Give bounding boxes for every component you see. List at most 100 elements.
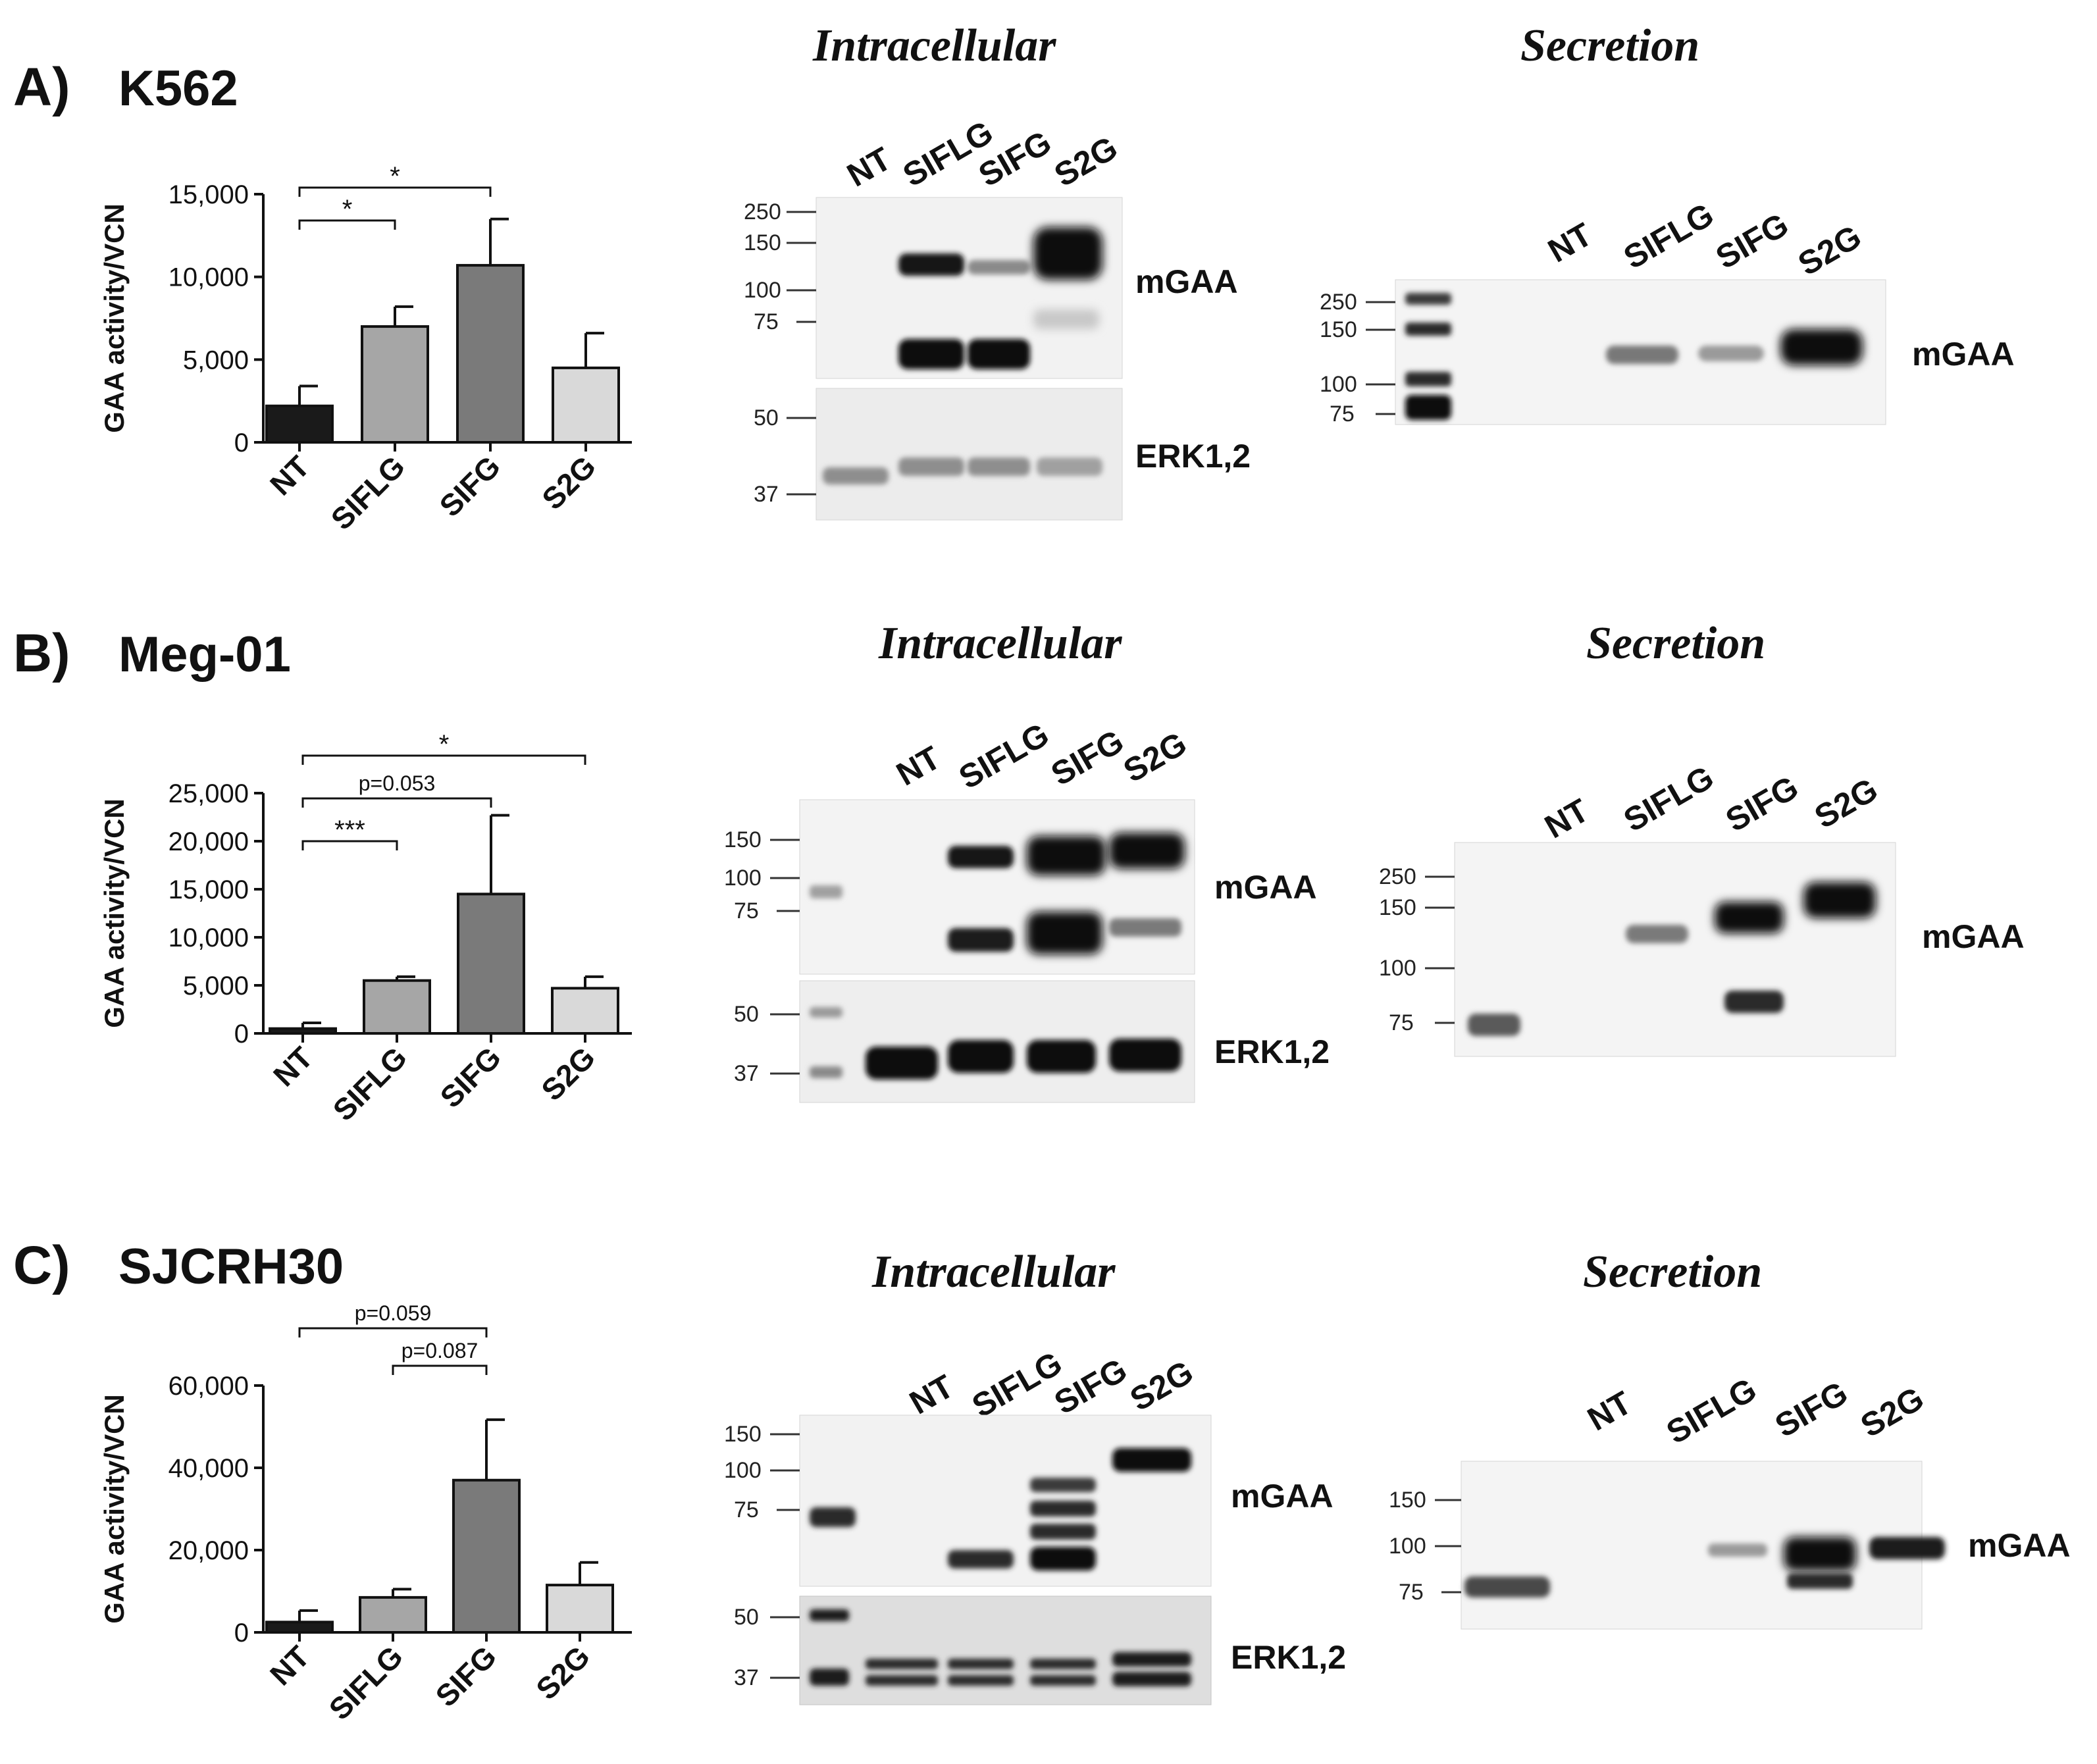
- panel-c-secretion-label: mGAA: [1968, 1527, 2071, 1564]
- y-tick-label: 15,000: [168, 875, 249, 904]
- mw-marker: 100: [724, 866, 762, 891]
- significance-label: *: [390, 162, 400, 191]
- panel-b-intracellular-title: Intracellular: [878, 618, 1122, 669]
- y-tick-label: 20,000: [168, 827, 249, 856]
- panel-b-secretion-lane-labels: NT SIFLG SIFG S2G: [1539, 758, 1884, 845]
- lane-label: S2G: [1048, 129, 1124, 194]
- panel-c-secretion-title: Secretion: [1583, 1247, 1762, 1297]
- significance-label: *: [439, 730, 450, 759]
- mw-marker: 50: [734, 1002, 759, 1027]
- panel-a-secretion-title: Secretion: [1520, 20, 1699, 71]
- x-tick-label: SIFG: [433, 1040, 507, 1114]
- panel-a-cell-line: K562: [118, 61, 238, 117]
- panel-a-intracellular-mgaa-label: mGAA: [1135, 263, 1238, 300]
- lane-label: NT: [1542, 216, 1599, 270]
- panel-a-secretion-label: mGAA: [1912, 336, 2015, 373]
- y-tick-label: 10,000: [168, 263, 249, 292]
- significance-bracket: [301, 797, 492, 808]
- mw-marker: 100: [1379, 956, 1416, 981]
- y-axis-label: GAA activity/VCN: [99, 1394, 130, 1624]
- lane-label: SIFLG: [1618, 195, 1720, 276]
- significance-label: *: [342, 195, 353, 224]
- lane-label: SIFLG: [953, 715, 1055, 796]
- panel-c-intracellular-title: Intracellular: [871, 1247, 1116, 1297]
- lane-label: S2G: [1792, 218, 1868, 283]
- significance-bracket: [301, 840, 398, 850]
- panel-b-intracellular-lane-labels: NT SIFLG SIFG S2G: [891, 715, 1193, 796]
- bar: [552, 366, 620, 444]
- y-tick-label: 5,000: [183, 972, 249, 1000]
- significance-bracket: [301, 754, 586, 765]
- y-tick-label: 0: [234, 428, 249, 457]
- significance-label: p=0.053: [359, 771, 436, 795]
- panel-a-secretion-lane-labels: NT SIFLG SIFG S2G: [1542, 195, 1868, 282]
- bar: [361, 325, 429, 444]
- significance-label: p=0.087: [401, 1339, 479, 1362]
- y-axis-label: GAA activity/VCN: [99, 798, 130, 1028]
- bar: [457, 893, 525, 1035]
- mw-marker: 150: [744, 230, 781, 255]
- lane-label: SIFLG: [966, 1344, 1068, 1424]
- lane-label: NT: [904, 1368, 960, 1422]
- panel-b-secretion-title: Secretion: [1586, 618, 1765, 669]
- lane-label: S2G: [1855, 1380, 1930, 1445]
- lane-label: SIFG: [1720, 769, 1805, 839]
- lane-label: NT: [1539, 792, 1595, 846]
- mw-marker: 75: [1330, 402, 1355, 427]
- panel-b-intracellular-mgaa-label: mGAA: [1214, 869, 1317, 906]
- lane-label: SIFLG: [1618, 758, 1720, 839]
- x-tick-label: SIFG: [432, 449, 507, 523]
- panel-a-bar-chart: 0 5,000 10,000 15,000 GAA activity/VCN NT SIFL…: [99, 162, 632, 536]
- mw-marker: 75: [1389, 1010, 1414, 1035]
- mw-marker: 150: [724, 827, 762, 852]
- lane-label: SIFG: [1710, 206, 1795, 276]
- x-tick-label: S2G: [535, 449, 602, 516]
- bar: [265, 1621, 334, 1634]
- panel-a-intracellular-mgaa-blot: 250 150 100 75: [744, 197, 1123, 379]
- panel-b-secretion-blot: 250 150 100 75: [1379, 842, 1896, 1057]
- y-tick-label: 15,000: [168, 180, 249, 209]
- y-tick-label: 0: [234, 1619, 249, 1647]
- significance-bracket: [298, 186, 492, 197]
- panel-c-secretion-lane-labels: NT SIFLG SIFG S2G: [1582, 1370, 1930, 1451]
- panel-a-intracellular-erk-blot: 50 37: [754, 388, 1123, 521]
- significance-label: ***: [334, 816, 365, 844]
- panel-c-intracellular-mgaa-blot: 150 100 75: [724, 1414, 1212, 1587]
- mw-marker: 250: [1379, 864, 1416, 889]
- panel-a: A) K562 0 5,000 10,000 15,000 GAA activity/V…: [13, 20, 2015, 536]
- mw-marker: 150: [1320, 317, 1357, 342]
- mw-marker: 150: [1389, 1488, 1426, 1513]
- bar: [546, 1584, 614, 1634]
- significance-label: p=0.059: [355, 1301, 432, 1325]
- mw-marker: 37: [734, 1665, 759, 1690]
- y-tick-label: 10,000: [168, 923, 249, 952]
- bar: [359, 1595, 427, 1634]
- panel-b-intracellular-mgaa-blot: 150 100 75: [724, 799, 1195, 975]
- mw-marker: 250: [1320, 290, 1357, 315]
- mw-marker: 250: [744, 199, 781, 224]
- x-tick-label: SIFLG: [326, 1040, 414, 1128]
- panel-c-intracellular-mgaa-label: mGAA: [1231, 1478, 1333, 1515]
- y-tick-label: 0: [234, 1020, 249, 1049]
- panel-c-intracellular-erk-blot: 50 37: [734, 1595, 1212, 1705]
- mw-marker: 100: [744, 278, 781, 303]
- panel-a-letter: A): [13, 57, 70, 117]
- lane-label: S2G: [1809, 771, 1884, 836]
- lane-label: NT: [1582, 1384, 1638, 1438]
- x-tick-label: SIFLG: [323, 1639, 410, 1726]
- y-tick-label: 5,000: [183, 346, 249, 375]
- lane-label: SIFLG: [1661, 1370, 1763, 1451]
- y-tick-label: 20,000: [168, 1536, 249, 1565]
- significance-bracket: [298, 1327, 488, 1337]
- panel-c-letter: C): [13, 1235, 70, 1295]
- bar: [456, 264, 525, 444]
- lane-label: S2G: [1118, 725, 1193, 790]
- bar: [452, 1478, 521, 1634]
- mw-marker: 150: [1379, 895, 1416, 920]
- y-tick-label: 25,000: [168, 779, 249, 808]
- bar: [551, 987, 619, 1035]
- mw-marker: 75: [754, 309, 779, 334]
- panel-b-intracellular-erk-label: ERK1,2: [1214, 1033, 1330, 1070]
- mw-marker: 50: [754, 405, 779, 430]
